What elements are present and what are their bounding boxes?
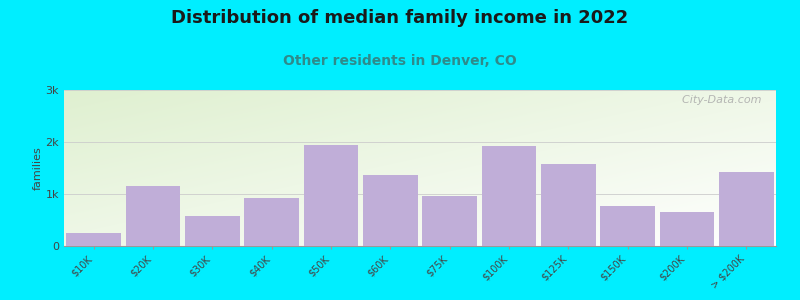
Bar [600,206,655,246]
Bar [185,216,240,246]
Bar [363,175,418,246]
Bar [66,233,121,246]
Text: Other residents in Denver, CO: Other residents in Denver, CO [283,54,517,68]
Bar [541,164,596,246]
Text: City-Data.com: City-Data.com [675,95,762,105]
Bar [719,172,774,246]
Bar [244,198,299,246]
Bar [422,196,477,246]
Bar [482,146,536,246]
Bar [304,145,358,246]
Y-axis label: families: families [33,146,42,190]
Bar [660,212,714,246]
Bar [126,186,180,246]
Text: Distribution of median family income in 2022: Distribution of median family income in … [171,9,629,27]
